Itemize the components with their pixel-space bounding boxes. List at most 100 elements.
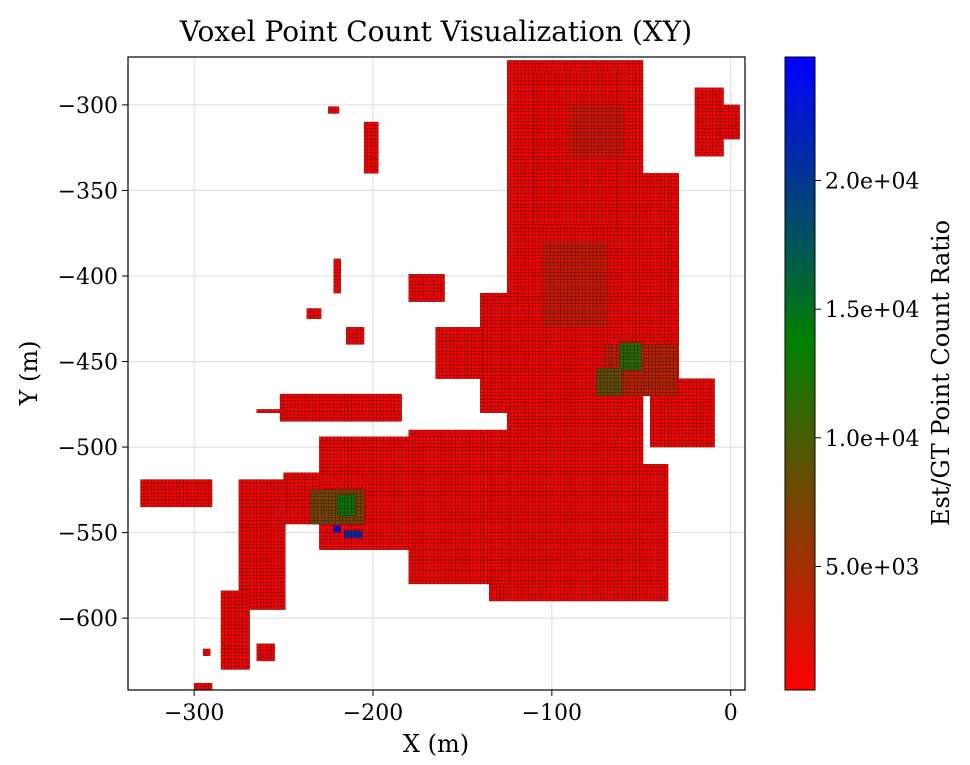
voxel bbox=[542, 385, 547, 390]
voxel bbox=[524, 97, 529, 102]
voxel bbox=[592, 375, 597, 379]
voxel bbox=[621, 156, 626, 160]
voxel bbox=[573, 207, 578, 212]
voxel bbox=[567, 422, 572, 427]
voxel bbox=[537, 217, 542, 222]
voxel bbox=[517, 162, 522, 167]
voxel bbox=[533, 152, 538, 157]
voxel bbox=[567, 368, 572, 372]
voxel bbox=[621, 460, 626, 465]
voxel bbox=[614, 272, 619, 277]
voxel bbox=[564, 60, 569, 65]
voxel bbox=[557, 385, 561, 390]
voxel bbox=[546, 398, 551, 403]
voxel bbox=[569, 156, 574, 160]
voxel bbox=[639, 405, 644, 410]
voxel bbox=[535, 405, 540, 410]
voxel bbox=[524, 186, 529, 191]
voxel bbox=[628, 453, 633, 458]
voxel bbox=[571, 227, 576, 232]
voxel bbox=[560, 446, 565, 451]
voxel bbox=[533, 217, 538, 222]
voxel bbox=[625, 173, 629, 177]
voxel bbox=[585, 231, 590, 236]
voxel bbox=[632, 70, 637, 75]
voxel bbox=[532, 460, 536, 465]
voxel bbox=[506, 70, 511, 75]
voxel bbox=[558, 214, 563, 218]
voxel bbox=[517, 378, 522, 383]
voxel bbox=[521, 91, 526, 95]
voxel bbox=[514, 419, 519, 424]
voxel bbox=[535, 378, 540, 383]
voxel bbox=[510, 149, 515, 153]
voxel bbox=[535, 344, 540, 349]
voxel bbox=[528, 91, 533, 95]
voxel bbox=[599, 429, 604, 434]
voxel bbox=[589, 330, 594, 335]
voxel bbox=[639, 429, 644, 434]
voxel bbox=[551, 121, 556, 126]
voxel bbox=[565, 221, 570, 225]
voxel bbox=[558, 166, 563, 171]
voxel bbox=[635, 94, 640, 99]
voxel bbox=[532, 310, 536, 314]
voxel bbox=[537, 84, 542, 88]
voxel bbox=[539, 416, 544, 420]
voxel bbox=[628, 162, 633, 167]
voxel bbox=[589, 460, 594, 465]
voxel bbox=[517, 422, 522, 427]
voxel bbox=[592, 224, 597, 229]
voxel bbox=[614, 419, 619, 424]
voxel bbox=[614, 412, 619, 417]
voxel bbox=[589, 436, 594, 441]
voxel bbox=[596, 234, 601, 239]
voxel bbox=[562, 128, 567, 133]
voxel bbox=[510, 364, 515, 369]
voxel bbox=[517, 310, 522, 314]
voxel bbox=[521, 419, 526, 424]
voxel bbox=[565, 104, 570, 109]
voxel bbox=[628, 255, 633, 260]
voxel bbox=[514, 375, 519, 379]
voxel bbox=[528, 183, 533, 188]
voxel bbox=[517, 94, 522, 99]
voxel bbox=[514, 361, 519, 366]
voxel bbox=[521, 398, 526, 403]
voxel bbox=[514, 450, 519, 455]
voxel bbox=[607, 248, 612, 253]
voxel bbox=[617, 197, 622, 201]
voxel bbox=[589, 60, 594, 65]
voxel bbox=[537, 203, 542, 208]
voxel bbox=[639, 457, 644, 461]
voxel bbox=[589, 398, 594, 403]
voxel bbox=[557, 67, 561, 71]
voxel bbox=[628, 433, 633, 437]
voxel bbox=[596, 364, 601, 369]
voxel bbox=[517, 125, 522, 130]
voxel bbox=[537, 132, 542, 136]
voxel bbox=[535, 245, 540, 249]
voxel bbox=[532, 299, 536, 304]
voxel bbox=[635, 63, 640, 68]
voxel bbox=[562, 104, 567, 109]
voxel bbox=[528, 361, 533, 366]
voxel bbox=[514, 292, 519, 297]
voxel bbox=[510, 368, 515, 372]
voxel bbox=[557, 436, 561, 441]
voxel bbox=[539, 286, 544, 290]
voxel bbox=[628, 262, 633, 266]
voxel bbox=[506, 231, 511, 236]
voxel bbox=[544, 190, 549, 195]
voxel bbox=[617, 286, 622, 290]
voxel bbox=[521, 245, 526, 249]
voxel bbox=[558, 114, 563, 119]
voxel bbox=[528, 436, 533, 441]
voxel bbox=[539, 63, 544, 68]
voxel bbox=[535, 426, 540, 431]
voxel bbox=[528, 375, 533, 379]
voxel bbox=[610, 310, 615, 314]
voxel bbox=[569, 97, 574, 102]
voxel bbox=[617, 87, 622, 92]
voxel bbox=[592, 327, 597, 331]
